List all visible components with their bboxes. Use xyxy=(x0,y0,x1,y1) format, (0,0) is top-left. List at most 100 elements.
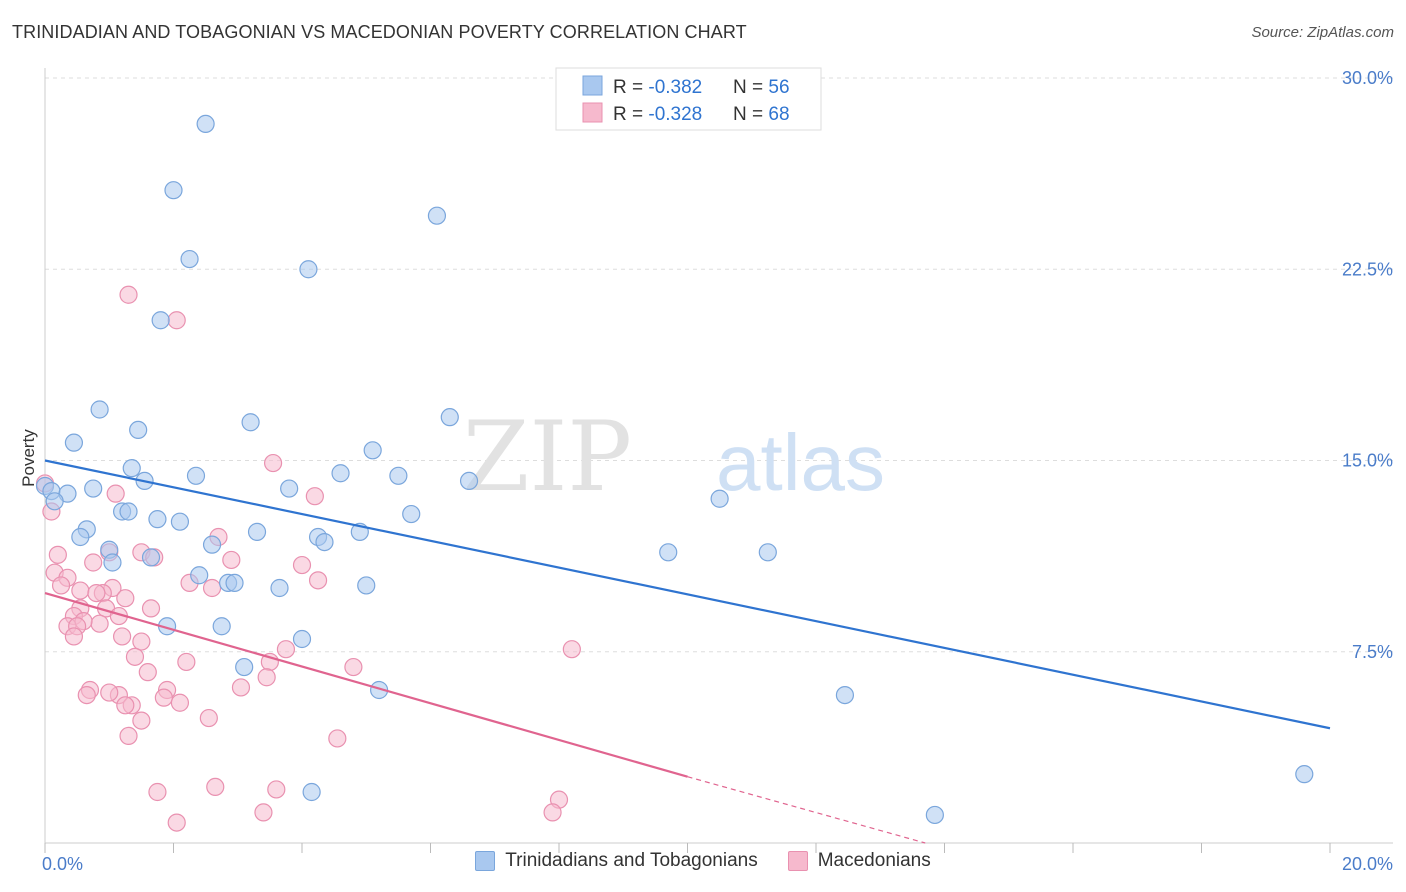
trinidadian-point-36[interactable] xyxy=(202,535,222,554)
trinidadian-point-35[interactable] xyxy=(315,532,334,552)
trinidadian-point-8[interactable] xyxy=(241,413,260,432)
macedonians-point-37[interactable] xyxy=(132,632,151,651)
macedonians-point-28[interactable] xyxy=(141,599,161,618)
macedonians-point-8[interactable] xyxy=(48,545,67,564)
macedonians-point-57[interactable] xyxy=(132,711,151,730)
macedonians-point-38[interactable] xyxy=(276,640,296,659)
trinidadian-point-2[interactable] xyxy=(427,206,447,225)
trinidadian-point-14[interactable] xyxy=(389,466,408,485)
macedonians-point-51[interactable] xyxy=(100,683,119,702)
macedonians-point-60[interactable] xyxy=(148,782,167,802)
trinidadian-point-10[interactable] xyxy=(64,433,84,452)
trinidadian-point-46[interactable] xyxy=(270,578,289,598)
trinidadian-point-1[interactable] xyxy=(164,181,183,200)
macedonians-point-43[interactable] xyxy=(344,657,363,677)
trinidadian-point-4[interactable] xyxy=(299,260,318,279)
trinidadian-point-26[interactable] xyxy=(119,502,138,521)
macedonians-point-3[interactable] xyxy=(263,453,283,473)
trinidadian-point-54[interactable] xyxy=(1295,765,1314,784)
trinidadian-point-38[interactable] xyxy=(659,543,678,562)
watermark-atlas: atlas xyxy=(716,418,885,507)
legend-n-label-1: N = xyxy=(733,77,768,98)
svg-text:N = 56: N = 56 xyxy=(733,77,790,98)
trinidadian-point-52[interactable] xyxy=(835,685,855,705)
macedonians-point-39[interactable] xyxy=(562,640,581,659)
trinidadian-point-5[interactable] xyxy=(151,311,170,330)
trinidadian-point-40[interactable] xyxy=(141,548,161,567)
macedonians-point-45[interactable] xyxy=(257,668,276,687)
trinidadian-point-12[interactable] xyxy=(122,459,141,478)
legend-item-trinidadians[interactable]: Trinidadians and Tobagonians xyxy=(475,850,758,872)
macedonians-point-12[interactable] xyxy=(84,553,103,572)
macedonians-point-40[interactable] xyxy=(125,647,145,666)
macedonians-point-17[interactable] xyxy=(51,576,71,595)
macedonians-point-14[interactable] xyxy=(292,555,312,575)
trinidadian-point-53[interactable] xyxy=(302,782,321,802)
trinidadian-point-50[interactable] xyxy=(235,657,254,677)
macedonians-point-2[interactable] xyxy=(167,311,186,330)
macedonians-point-35[interactable] xyxy=(64,627,84,646)
macedonians-point-64[interactable] xyxy=(254,803,273,822)
trinidadian-point-31[interactable] xyxy=(247,522,267,542)
trinidadian-point-44[interactable] xyxy=(225,573,244,593)
macedonians-point-65[interactable] xyxy=(543,803,562,822)
macedonians-point-58[interactable] xyxy=(119,726,138,746)
macedonians-point-22[interactable] xyxy=(71,581,90,600)
macedonians-point-5[interactable] xyxy=(106,484,125,503)
trinidadian-point-3[interactable] xyxy=(180,249,199,269)
legend-item-macedonians[interactable]: Macedonians xyxy=(787,850,931,872)
macedonians-point-54[interactable] xyxy=(170,693,190,712)
macedonians-point-13[interactable] xyxy=(222,550,241,570)
trinidadian-point-21[interactable] xyxy=(280,479,299,498)
macedonians-point-59[interactable] xyxy=(328,729,347,748)
legend-r-label-2: R = xyxy=(613,104,648,125)
macedonians-point-61[interactable] xyxy=(206,777,225,797)
trinidadian-point-45[interactable] xyxy=(357,576,376,595)
trinidadian-point-48[interactable] xyxy=(212,617,231,636)
trinidadian-point-15[interactable] xyxy=(186,466,206,485)
legend-bottom: Trinidadians and Tobagonians Macedonians xyxy=(0,850,1406,872)
trinidadian-point-49[interactable] xyxy=(292,629,312,649)
macedonians-point-55[interactable] xyxy=(116,696,135,715)
macedonians-point-19[interactable] xyxy=(308,571,328,590)
macedonians-point-24[interactable] xyxy=(87,583,106,603)
trinidadian-point-17[interactable] xyxy=(459,471,479,490)
trinidadian-point-27[interactable] xyxy=(402,504,421,524)
trinidadian-point-13[interactable] xyxy=(331,464,350,483)
trinidadian-point-42[interactable] xyxy=(190,566,209,585)
macedonians-point-44[interactable] xyxy=(138,663,157,682)
macedonians-point-32[interactable] xyxy=(90,614,109,633)
trinidadian-point-55[interactable] xyxy=(925,805,944,825)
trinidadian-point-24[interactable] xyxy=(710,489,729,508)
macedonians-point-1[interactable] xyxy=(119,285,138,304)
trinidadian-point-33[interactable] xyxy=(71,527,90,547)
macedonians-point-52[interactable] xyxy=(154,688,173,707)
trinidadian-point-23[interactable] xyxy=(45,492,64,511)
legend-label-macedonians: Macedonians xyxy=(817,850,931,871)
trinidadian-point-0[interactable] xyxy=(196,114,215,134)
svg-text:R = -0.328: R = -0.328 xyxy=(613,104,702,125)
macedonians-point-46[interactable] xyxy=(231,678,251,697)
macedonians-point-66[interactable] xyxy=(167,813,186,832)
svg-text:R = -0.382: R = -0.382 xyxy=(613,77,702,98)
trinidadian-point-7[interactable] xyxy=(440,408,459,427)
macedonians-point-4[interactable] xyxy=(305,487,324,506)
macedonians-point-49[interactable] xyxy=(77,685,96,705)
macedonians-point-41[interactable] xyxy=(177,652,196,672)
trinidadian-point-20[interactable] xyxy=(84,479,103,498)
trinidadian-point-29[interactable] xyxy=(170,512,190,531)
trinidadian-point-28[interactable] xyxy=(148,510,167,529)
macedonians-point-56[interactable] xyxy=(199,708,218,728)
axis-layer: 7.5% 15.0% 22.5% 30.0% 0.0% 20.0% xyxy=(42,68,1393,874)
trinidadian-point-41[interactable] xyxy=(103,553,122,572)
macedonians-point-36[interactable] xyxy=(112,627,132,646)
macedonians-point-25[interactable] xyxy=(116,589,135,608)
trinidadian-point-6[interactable] xyxy=(90,400,109,419)
trinidadian-point-9[interactable] xyxy=(129,420,148,439)
macedonians-point-21[interactable] xyxy=(202,578,222,598)
trinidadian-point-11[interactable] xyxy=(363,441,382,460)
legend-swatch-blue xyxy=(582,75,603,96)
legend-swatch-trinidadians xyxy=(475,851,496,871)
macedonians-point-62[interactable] xyxy=(267,780,286,799)
trinidadian-point-39[interactable] xyxy=(758,543,777,562)
